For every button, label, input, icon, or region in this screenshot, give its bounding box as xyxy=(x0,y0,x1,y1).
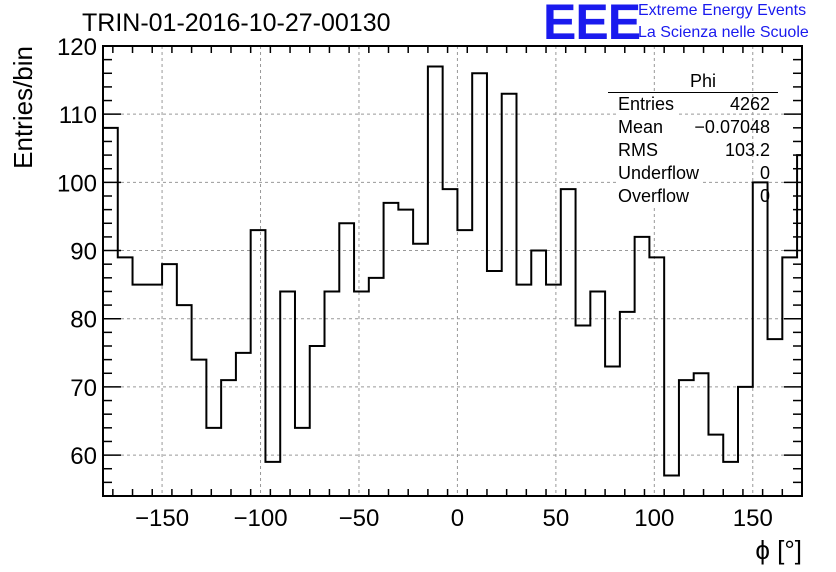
stats-label: Underflow xyxy=(618,162,702,185)
stats-value: 0 xyxy=(759,163,770,183)
y-axis-label: Entries/bin xyxy=(8,46,38,169)
x-tick-label: −100 xyxy=(233,505,287,532)
stats-label: Entries xyxy=(618,93,677,116)
stats-box-title: Phi xyxy=(608,70,778,93)
x-axis-label: ϕ [°] xyxy=(755,535,802,565)
logo-tagline-2: La Scienza nelle Scuole xyxy=(638,24,809,41)
y-tick-label: 90 xyxy=(70,239,97,266)
tick-labels: −150 −100 −50 0 50 100 150 60 70 80 90 100 110 120 xyxy=(57,34,773,532)
stats-value: 103.2 xyxy=(724,140,770,160)
x-tick-label: 50 xyxy=(543,505,570,532)
x-tick-label: 150 xyxy=(733,505,773,532)
stats-row-entries: Entries 4262 xyxy=(608,93,778,116)
stats-value: −0.07048 xyxy=(694,117,770,137)
y-tick-label: 100 xyxy=(57,170,97,197)
x-tick-label: −150 xyxy=(135,505,189,532)
histogram-series xyxy=(103,65,803,477)
stats-row-underflow: Underflow 0 xyxy=(608,162,778,185)
logo-tagline-1: Extreme Energy Events xyxy=(638,2,807,19)
stats-box: Phi Entries 4262 Mean −0.07048 RMS 103.2… xyxy=(608,70,778,208)
x-tick-label: −50 xyxy=(339,505,380,532)
stats-value: 0 xyxy=(759,186,770,206)
y-tick-label: 60 xyxy=(70,443,97,470)
x-tick-label: 0 xyxy=(451,505,464,532)
eee-logo: EEE xyxy=(543,0,641,50)
y-tick-label: 110 xyxy=(59,102,97,129)
stats-label: Overflow xyxy=(618,185,692,208)
y-tick-label: 80 xyxy=(70,307,97,334)
stats-value: 4262 xyxy=(729,94,770,114)
stats-label: RMS xyxy=(618,139,660,162)
stats-row-rms: RMS 103.2 xyxy=(608,139,778,162)
y-tick-label: 120 xyxy=(57,34,97,61)
axis-ticks xyxy=(103,45,803,496)
x-tick-label: 100 xyxy=(634,505,674,532)
stats-row-mean: Mean −0.07048 xyxy=(608,116,778,139)
plot-frame xyxy=(102,45,803,497)
stats-label: Mean xyxy=(618,116,666,139)
chart-title: TRIN-01-2016-10-27-00130 xyxy=(82,9,391,37)
stats-row-overflow: Overflow 0 xyxy=(608,185,778,208)
y-tick-label: 70 xyxy=(70,375,97,402)
